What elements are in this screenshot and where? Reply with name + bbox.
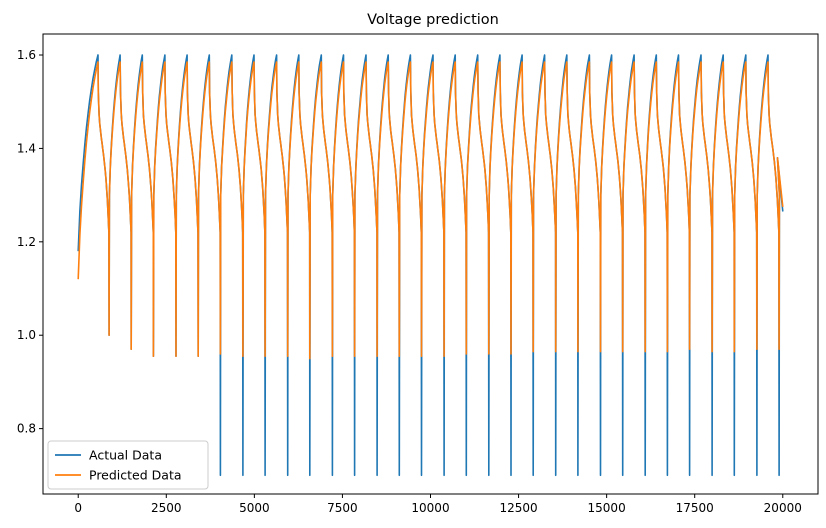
series-line-predicted-data	[77, 61, 784, 360]
series-line-actual-data	[77, 54, 784, 477]
y-tick-label: 1.6	[17, 48, 36, 62]
x-tick-label: 20000	[764, 501, 802, 515]
y-axis: 0.8 1.0 1.2 1.4 1.6	[17, 48, 43, 436]
x-axis: 0 2500 5000 7500 10000 12500 15000 17500 20000	[74, 494, 802, 515]
x-tick-label: 10000	[411, 501, 449, 515]
x-tick-label: 5000	[239, 501, 270, 515]
chart-title: Voltage prediction	[367, 12, 499, 28]
x-tick-label: 0	[74, 501, 82, 515]
x-tick-label: 12500	[499, 501, 537, 515]
legend-label: Predicted Data	[89, 468, 182, 483]
x-tick-label: 17500	[676, 501, 714, 515]
y-tick-label: 1.0	[17, 328, 36, 342]
x-tick-label: 2500	[151, 501, 182, 515]
x-tick-label: 7500	[327, 501, 358, 515]
x-tick-label: 15000	[588, 501, 626, 515]
y-tick-label: 1.2	[17, 235, 36, 249]
y-tick-label: 1.4	[17, 141, 36, 155]
legend-label: Actual Data	[89, 448, 162, 463]
legend: Actual Data Predicted Data	[47, 440, 209, 490]
legend-box	[47, 440, 209, 490]
plot-lines	[77, 54, 784, 477]
y-tick-label: 0.8	[17, 422, 36, 436]
